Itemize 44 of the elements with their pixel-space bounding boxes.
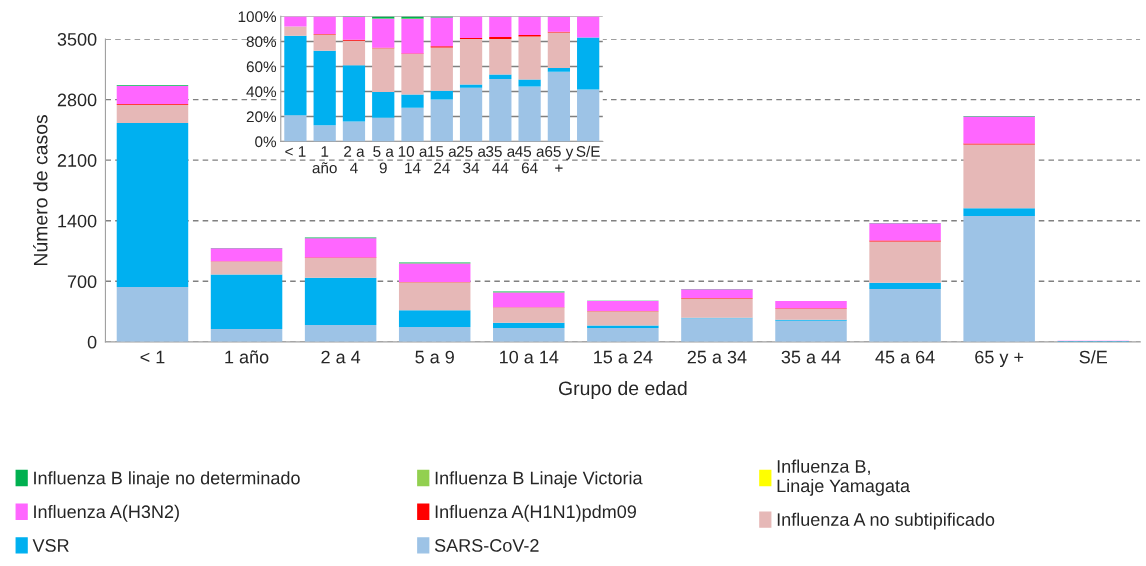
legend-label: VSR (32, 539, 69, 552)
x-tick-label: 15 a 24 (594, 350, 653, 364)
y-tick-label: 700 (67, 275, 97, 289)
y-tick-label: 60% (246, 61, 277, 73)
y-tick-label: 0 (87, 335, 97, 349)
y-tick-label: 2100 (57, 154, 97, 167)
legend-label: Influenza A(H3N2) (34, 504, 179, 522)
y-tick-label: 2800 (57, 93, 97, 107)
x-tick-label: 35 a 44 (781, 350, 841, 364)
x-tick-label: 2 a 4 (344, 146, 365, 174)
x-tick-label: < 1 (140, 350, 165, 364)
legend-label: SARS-CoV-2 (434, 539, 539, 552)
x-axis-title: Grupo de edad (558, 380, 687, 400)
x-tick-label: 65 y + (545, 146, 574, 172)
x-tick-label: 65 y + (975, 350, 1024, 368)
x-tick-label: 25 a 34 (456, 146, 486, 174)
x-tick-label: 35 a 44 (486, 146, 516, 174)
x-tick-label: 25 a 34 (687, 350, 747, 364)
x-tick-label: 5 a 9 (373, 146, 394, 174)
x-tick-label: S/E (576, 145, 600, 157)
y-tick-label: 80% (246, 36, 277, 48)
legend-label: Influenza B linaje no determinado (34, 471, 300, 488)
x-tick-label: 1 año (312, 146, 337, 174)
y-tick-label: 1400 (58, 214, 97, 228)
legend-label: Influenza B, Linaje Yamagata (777, 459, 911, 496)
legend-label: Influenza A(H1N1)pdm09 (435, 504, 636, 522)
x-tick-label: S/E (1079, 350, 1108, 364)
x-tick-label: 5 a 9 (415, 350, 454, 364)
x-tick-label: 10 a 14 (398, 146, 428, 174)
legend-label: Influenza B Linaje Victoria (435, 471, 643, 488)
legend-label: Influenza A no subtipificado (777, 512, 995, 530)
x-tick-label: 15 a 24 (428, 146, 457, 174)
y-tick-label: 40% (246, 86, 277, 98)
y-tick-label: 20% (246, 111, 277, 123)
y-tick-label: 100% (238, 11, 277, 23)
x-tick-label: 1 año (225, 350, 269, 364)
y-tick-label: 3500 (57, 32, 97, 46)
x-tick-label: 45 a 64 (875, 350, 935, 364)
x-tick-label: < 1 (285, 146, 306, 157)
x-tick-label: 2 a 4 (321, 350, 361, 364)
x-tick-label: 45 a 64 (515, 146, 545, 174)
x-tick-label: 10 a 14 (500, 350, 559, 364)
y-tick-label: 0% (255, 136, 277, 148)
y-axis-title: Número de casos (33, 114, 48, 266)
